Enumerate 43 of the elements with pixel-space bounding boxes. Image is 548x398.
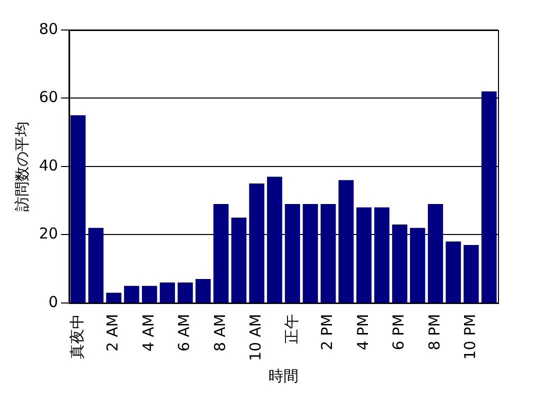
bar xyxy=(338,180,354,302)
bar xyxy=(178,282,193,302)
x-tick-label: 4 AM xyxy=(139,314,158,352)
bar xyxy=(88,228,104,302)
y-tick-label: 60 xyxy=(38,88,58,106)
bar xyxy=(464,244,479,302)
bar xyxy=(160,282,175,302)
x-tick-label: 2 PM xyxy=(318,314,336,350)
x-tick-label: 10 PM xyxy=(461,314,480,360)
y-tick-label: 80 xyxy=(38,20,58,38)
bar xyxy=(481,91,497,302)
bar xyxy=(410,228,426,302)
y-axis-title: 訪問数の平均 xyxy=(12,121,31,212)
bar xyxy=(392,224,408,302)
bar xyxy=(374,207,390,302)
bar xyxy=(231,218,246,302)
x-tick-label: 6 PM xyxy=(390,314,408,350)
bar xyxy=(249,184,264,302)
bar xyxy=(284,204,300,302)
bar xyxy=(428,204,444,302)
bar xyxy=(302,204,318,302)
x-tick-label: 真夜中 xyxy=(68,314,86,359)
bar xyxy=(142,286,158,302)
bar xyxy=(320,204,336,302)
x-tick-label: 正午 xyxy=(282,314,300,344)
x-tick-label: 8 PM xyxy=(425,314,444,350)
x-tick-label: 6 AM xyxy=(175,314,194,352)
bar xyxy=(70,115,86,302)
bar xyxy=(213,204,229,302)
x-tick-label: 4 PM xyxy=(354,314,372,350)
bar xyxy=(267,176,282,302)
x-axis-title: 時間 xyxy=(268,366,299,385)
y-tick-label: 20 xyxy=(38,224,58,243)
y-tick-label: 40 xyxy=(38,156,58,174)
bar xyxy=(124,286,140,302)
bar xyxy=(446,242,461,302)
bar xyxy=(196,279,211,302)
bar xyxy=(356,207,372,302)
x-tick-label: 8 AM xyxy=(210,314,229,352)
x-tick-label: 10 AM xyxy=(246,314,265,362)
y-tick-label: 0 xyxy=(48,292,58,311)
x-tick-label: 2 AM xyxy=(104,314,122,352)
bar xyxy=(106,292,122,302)
